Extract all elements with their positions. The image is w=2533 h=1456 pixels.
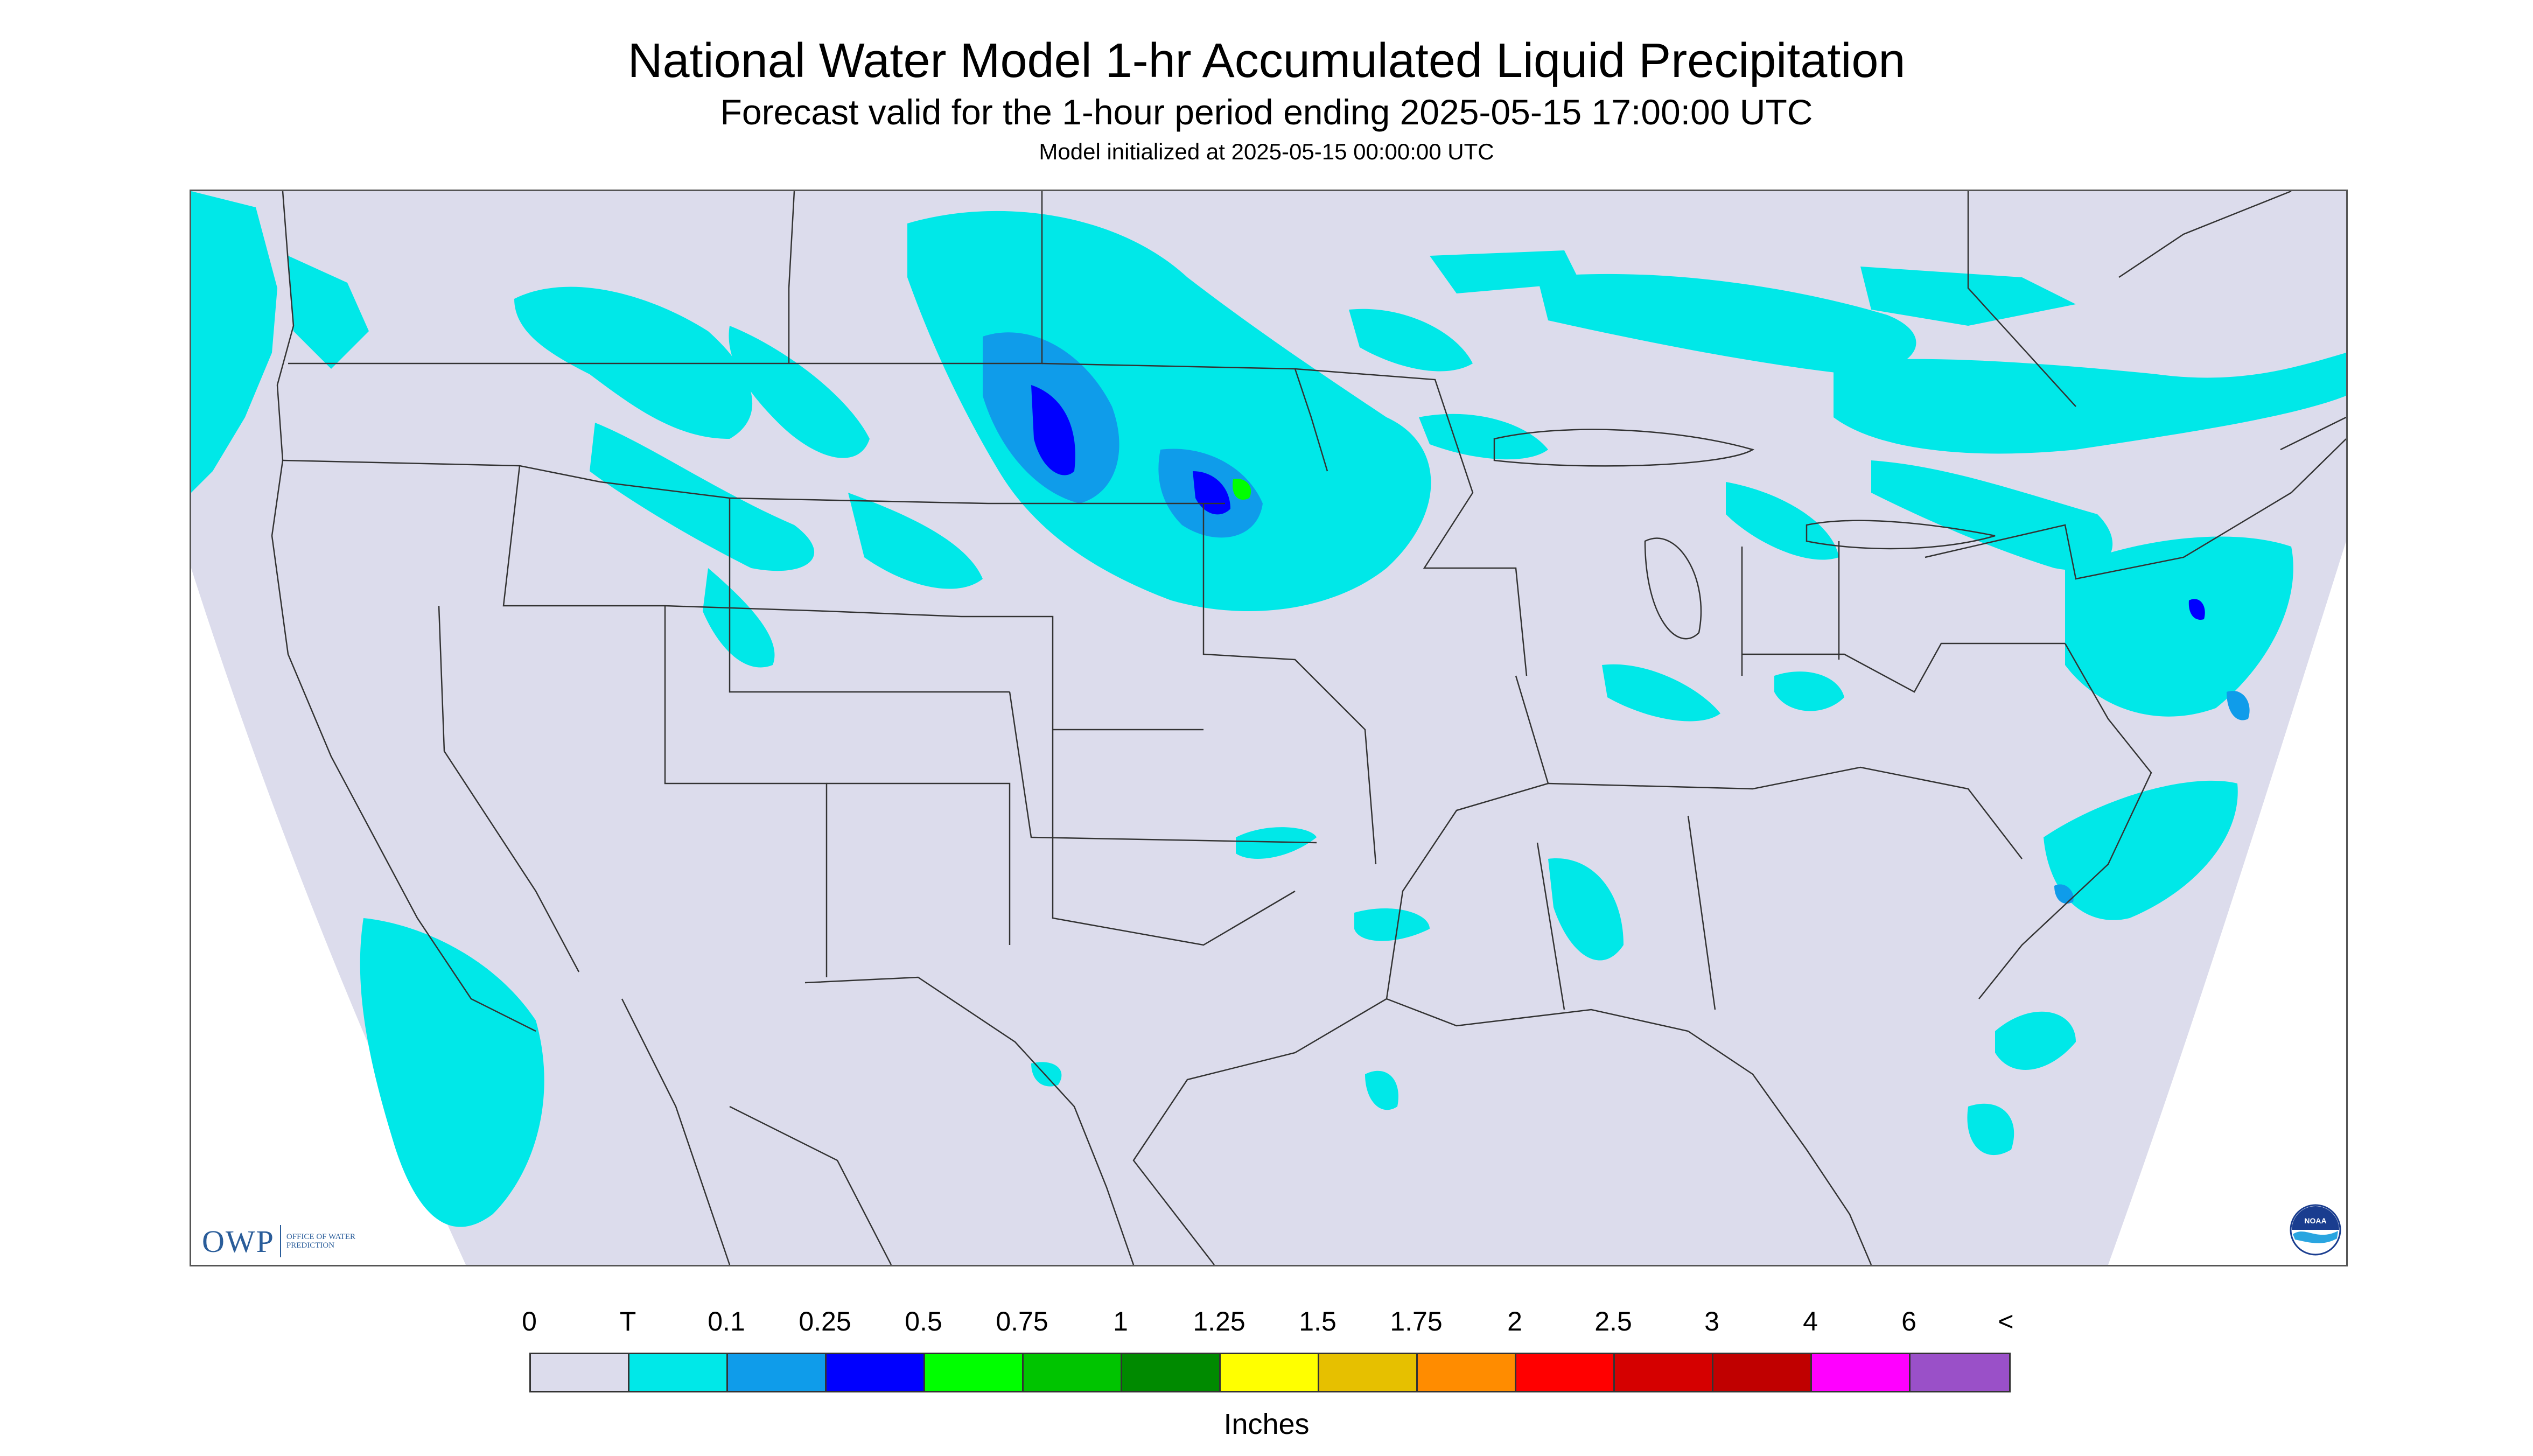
- legend-label: 0.5: [905, 1306, 942, 1336]
- owp-logo: OWP OFFICE OF WATER PREDICTION: [202, 1222, 367, 1260]
- legend-swatch: [1319, 1354, 1418, 1391]
- model-init-text: Model initialized at 2025-05-15 00:00:00…: [1039, 139, 1494, 164]
- legend-swatch: [1615, 1354, 1713, 1391]
- legend-label: 1.5: [1299, 1306, 1337, 1336]
- legend-label: 0.75: [996, 1306, 1048, 1336]
- legend-swatch: [925, 1354, 1024, 1391]
- legend-swatch: [728, 1354, 827, 1391]
- legend-swatch: [531, 1354, 629, 1391]
- legend-label: 0.1: [708, 1306, 745, 1336]
- owp-logo-subtext: OFFICE OF WATER PREDICTION: [286, 1233, 355, 1250]
- legend-label: T: [619, 1306, 636, 1336]
- legend-color-bar: [529, 1353, 2011, 1392]
- legend-swatch: [1713, 1354, 1812, 1391]
- map-subtitle: Forecast valid for the 1-hour period end…: [720, 92, 1813, 132]
- map-title: National Water Model 1-hr Accumulated Li…: [627, 34, 1906, 88]
- legend-label: 2: [1507, 1306, 1522, 1336]
- legend-label: 1.75: [1390, 1306, 1443, 1336]
- noaa-logo-text: NOAA: [2304, 1216, 2326, 1225]
- state-borders: [271, 191, 2346, 1265]
- legend-label: 0: [522, 1306, 537, 1336]
- legend-swatch: [1024, 1354, 1122, 1391]
- legend-swatch: [1221, 1354, 1319, 1391]
- precipitation-areas: [191, 191, 2346, 1227]
- legend-label: 3: [1704, 1306, 1719, 1336]
- legend-units: Inches: [1223, 1408, 1310, 1440]
- legend-swatch: [1812, 1354, 1911, 1391]
- legend-swatch: [1516, 1354, 1615, 1391]
- logo-divider: [279, 1225, 281, 1257]
- legend-swatch: [827, 1354, 925, 1391]
- model-domain-area: [191, 191, 2346, 1265]
- legend-label: 1.25: [1193, 1306, 1245, 1336]
- legend-swatch: [1911, 1354, 2009, 1391]
- legend-label: <: [1998, 1306, 2014, 1336]
- map-canvas: [191, 191, 2346, 1265]
- legend-label: 4: [1803, 1306, 1818, 1336]
- legend-swatch: [1122, 1354, 1221, 1391]
- precipitation-map[interactable]: [190, 190, 2348, 1266]
- noaa-logo-icon: NOAA: [2290, 1204, 2341, 1256]
- legend-swatch: [1418, 1354, 1516, 1391]
- legend-label: 2.5: [1594, 1306, 1632, 1336]
- legend-swatch: [629, 1354, 728, 1391]
- legend-label: 0.25: [799, 1306, 851, 1336]
- legend-label: 6: [1901, 1306, 1916, 1336]
- owp-logo-text: OWP: [202, 1223, 275, 1259]
- legend-label: 1: [1113, 1306, 1128, 1336]
